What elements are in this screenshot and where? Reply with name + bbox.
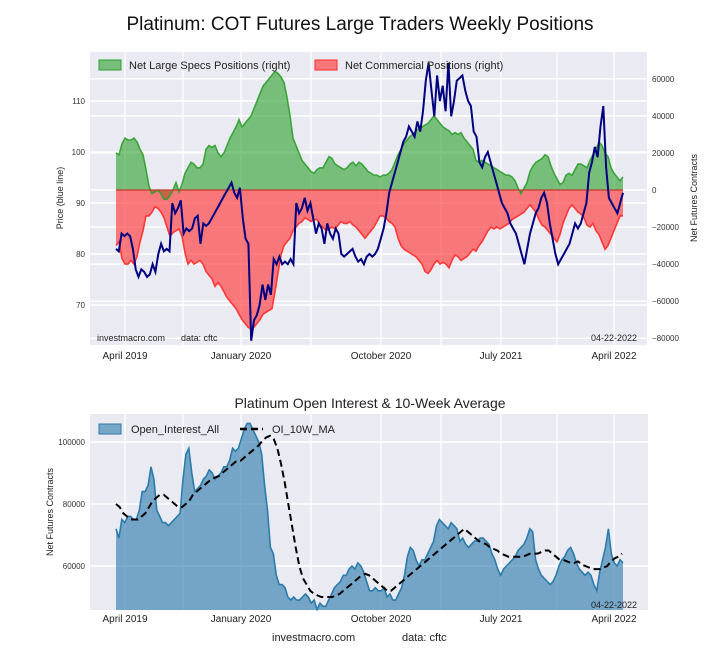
oi-grid [90, 414, 648, 610]
data-note: data: cftc [181, 333, 218, 343]
right-axis-label: Net Futures Contracts [689, 153, 699, 242]
right-tick-label: −40000 [652, 260, 679, 269]
legend-label-oi: Open_Interest_All [131, 424, 219, 436]
oi-x-axis-ticks: April 2019 January 2020 October 2020 July 2… [102, 614, 636, 625]
oi-y-axis-label: Net Futures Contracts [45, 467, 55, 556]
right-tick-label: 40000 [652, 112, 675, 121]
left-tick-label: 70 [76, 301, 85, 310]
legend: Net Large Specs Positions (right) Net Co… [98, 59, 503, 72]
right-tick-label: 0 [652, 186, 657, 195]
oi-y-tick-label: 60000 [63, 562, 86, 571]
legend-swatch-commercial [314, 59, 338, 71]
right-tick-label: −80000 [652, 334, 679, 343]
oi-x-tick-label: April 2022 [591, 614, 636, 625]
net-large-specs-line [115, 70, 624, 201]
right-tick-label: 60000 [652, 75, 675, 84]
left-axis-label: Price (blue line) [55, 167, 65, 230]
price-line [115, 62, 624, 341]
left-tick-label: 90 [76, 199, 85, 208]
oi-x-tick-label: July 2021 [480, 614, 523, 625]
oi-date-note: 04-22-2022 [591, 600, 637, 610]
oi-x-tick-label: January 2020 [211, 614, 272, 625]
footer-data: data: cftc [402, 632, 447, 644]
oi-x-tick-label: April 2019 [102, 614, 147, 625]
right-axis-ticks: −80000 −60000 −40000 −20000 0 20000 40000 60000 [652, 75, 679, 343]
footer-source: investmacro.com [272, 632, 356, 644]
oi-y-tick-label: 80000 [63, 500, 86, 509]
open-interest-line [115, 422, 624, 612]
chart-title: Platinum: COT Futures Large Traders Week… [126, 14, 594, 35]
legend-swatch-specs [98, 59, 122, 71]
oi-chart-title: Platinum Open Interest & 10-Week Average [234, 395, 506, 411]
x-axis-ticks: April 2019 January 2020 October 2020 July 2… [102, 351, 636, 362]
right-tick-label: −60000 [652, 297, 679, 306]
right-tick-label: 20000 [652, 149, 675, 158]
open-interest-area [116, 423, 623, 610]
date-note: 04-22-2022 [591, 333, 637, 343]
left-tick-label: 110 [72, 97, 85, 106]
source-note: investmacro.com [97, 333, 165, 343]
left-tick-label: 100 [72, 148, 86, 157]
x-tick-label: October 2020 [351, 351, 412, 362]
oi-y-axis-ticks: 60000 80000 100000 [58, 438, 85, 571]
legend-label-commercial: Net Commercial Positions (right) [345, 60, 503, 72]
oi-10w-ma-line [115, 434, 623, 598]
oi-x-tick-label: October 2020 [351, 614, 412, 625]
x-tick-label: January 2020 [211, 351, 272, 362]
net-large-specs-area [116, 71, 623, 200]
oi-legend: Open_Interest_All OI_10W_MA [98, 423, 336, 436]
x-tick-label: July 2021 [480, 351, 523, 362]
cot-positions-chart: 70 80 90 100 110 −80000 −60000 −40000 −20000 0 20… [55, 52, 699, 362]
oi-y-tick-label: 100000 [58, 438, 85, 447]
oi-plot-area [90, 414, 648, 610]
legend-label-specs: Net Large Specs Positions (right) [129, 60, 290, 72]
net-commercial-line [115, 203, 623, 330]
legend-swatch-oi [98, 423, 122, 435]
left-axis-ticks: 70 80 90 100 110 [72, 97, 86, 310]
legend-label-ma: OI_10W_MA [272, 424, 336, 436]
right-tick-label: −20000 [652, 223, 679, 232]
x-tick-label: April 2022 [591, 351, 636, 362]
x-tick-label: April 2019 [102, 351, 147, 362]
left-tick-label: 80 [76, 250, 85, 259]
